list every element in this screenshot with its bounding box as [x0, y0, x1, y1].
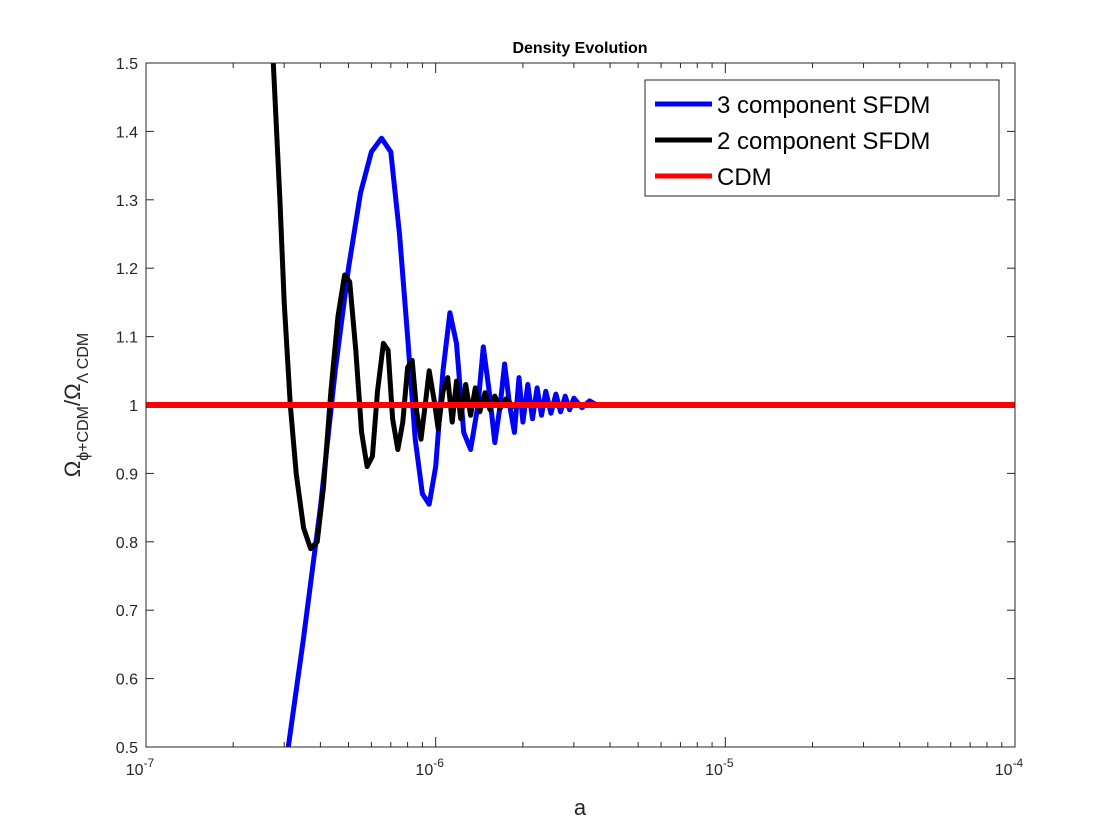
y-label-omega-1: Ω: [60, 461, 85, 477]
y-label-slash: /: [60, 399, 85, 406]
legend: 3 component SFDM 2 component SFDM CDM: [644, 79, 1000, 197]
y-tick-label: 0.5: [116, 740, 138, 757]
x-axis-label: a: [574, 795, 587, 820]
y-tick-label: 1: [129, 398, 138, 415]
series-layer: [146, 63, 1015, 747]
y-tick-label: 0.9: [116, 466, 138, 483]
x-tick-label: 10-5: [705, 756, 734, 779]
y-tick-label: 1.3: [116, 193, 138, 210]
x-axis-ticks: 10-7 10-6 10-5 10-4: [126, 63, 1024, 779]
x-tick-label: 10-7: [126, 756, 155, 779]
legend-label-3-component: 3 component SFDM: [717, 92, 930, 119]
y-tick-label: 1.1: [116, 330, 138, 347]
y-tick-label: 0.7: [116, 603, 138, 620]
y-label-omega-2: Ω: [60, 383, 85, 399]
x-tick-label: 10-6: [415, 756, 444, 779]
y-tick-label: 1.4: [116, 124, 138, 141]
y-label-sub-2: Λ CDM: [75, 333, 92, 384]
y-label-sub-1: ϕ+CDM: [75, 406, 92, 461]
legend-label-cdm: CDM: [717, 164, 772, 191]
series-2-component-sfdm: [270, 63, 1015, 552]
legend-label-2-component: 2 component SFDM: [717, 128, 930, 155]
chart-title: Density Evolution: [512, 40, 647, 57]
y-tick-label: 0.8: [116, 535, 138, 552]
x-tick-label: 10-4: [995, 756, 1024, 779]
y-tick-label: 1.2: [116, 261, 138, 278]
y-tick-label: 0.6: [116, 672, 138, 689]
y-tick-label: 1.5: [116, 56, 138, 73]
y-axis-label: Ωϕ+CDM/ΩΛ CDM: [60, 333, 92, 477]
plot-frame: [145, 62, 1016, 748]
